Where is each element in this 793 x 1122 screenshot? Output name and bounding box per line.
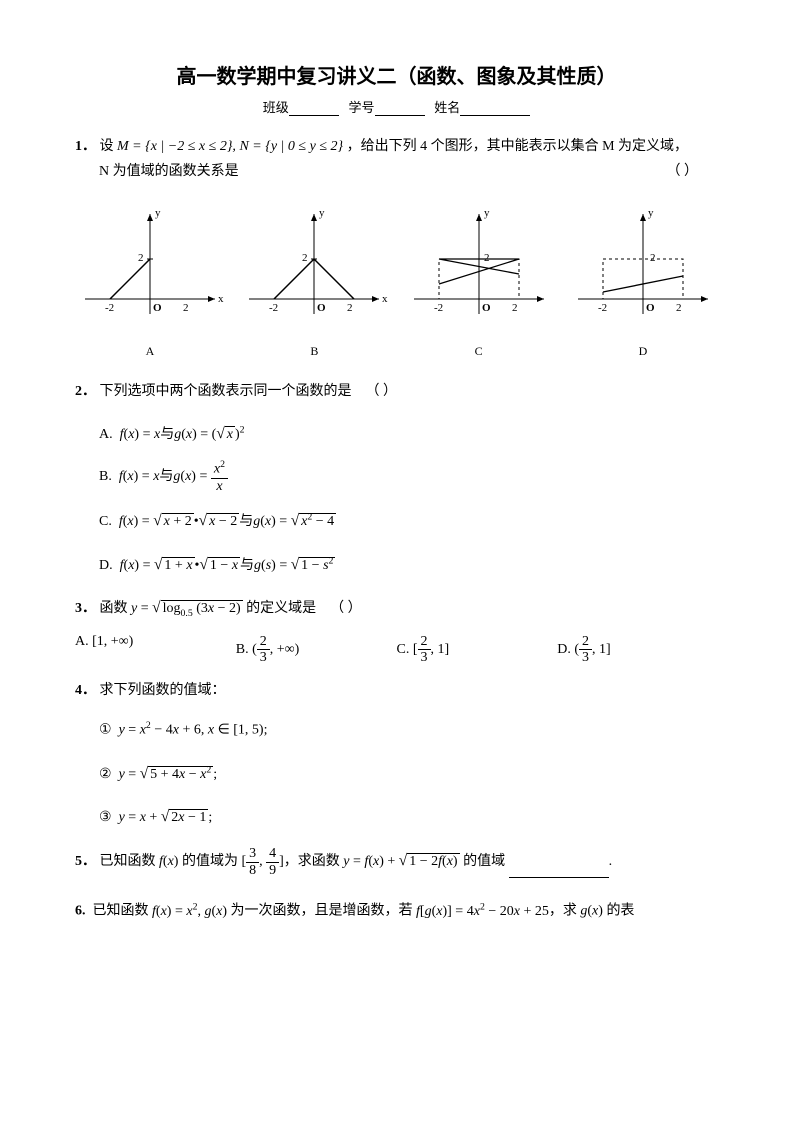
q6-text-b: 为一次函数，且是增函数，若 bbox=[231, 904, 417, 919]
svg-text:-2: -2 bbox=[598, 302, 607, 314]
q6-text-c: ，求 bbox=[549, 904, 581, 919]
svg-text:y: y bbox=[319, 207, 325, 219]
svg-text:2: 2 bbox=[484, 252, 490, 264]
svg-text:2: 2 bbox=[183, 302, 189, 314]
q1-num: 1． bbox=[75, 139, 96, 154]
name-blank[interactable] bbox=[460, 101, 530, 116]
q2-paren: （ ） bbox=[366, 384, 398, 399]
svg-text:2: 2 bbox=[676, 302, 682, 314]
q1-text-a: 设 bbox=[100, 139, 118, 154]
svg-text:O: O bbox=[153, 302, 162, 314]
q5-text-a: 已知函数 bbox=[100, 854, 160, 869]
chart-letter-labels: A B C D bbox=[75, 344, 718, 359]
q5-num: 5． bbox=[75, 854, 96, 869]
question-2: 2． 下列选项中两个函数表示同一个函数的是 （ ） bbox=[75, 379, 718, 404]
q1-text-b: ，给出下列 4 个图形，其中能表示以集合 M 为定义域， bbox=[347, 139, 688, 154]
chart-c: y O -2 2 2 bbox=[404, 204, 554, 334]
svg-text:-2: -2 bbox=[434, 302, 443, 314]
id-label: 学号 bbox=[348, 100, 374, 115]
q1-paren: （ ） bbox=[667, 159, 699, 184]
svg-text:2: 2 bbox=[512, 302, 518, 314]
q4-sub1: ① y = x2 − 4x + 6, x ∈ [1, 5); bbox=[99, 715, 718, 746]
q2-opt-a: A. f(x) = x与g(x) = (x)2 bbox=[99, 417, 718, 451]
question-5: 5． 已知函数 f(x) 的值域为 [38, 49]，求函数 y = f(x) … bbox=[75, 846, 718, 878]
class-label: 班级 bbox=[263, 100, 289, 115]
q3-text-a: 函数 bbox=[100, 601, 132, 616]
q6-text-a: 已知函数 bbox=[93, 904, 153, 919]
svg-text:x: x bbox=[382, 293, 388, 305]
svg-text:y: y bbox=[648, 207, 654, 219]
id-blank[interactable] bbox=[375, 101, 425, 116]
q2-num: 2． bbox=[75, 384, 96, 399]
svg-text:x: x bbox=[218, 293, 224, 305]
label-a: A bbox=[75, 344, 225, 359]
chart-a: x y O -2 2 2 bbox=[75, 204, 225, 334]
label-c: C bbox=[404, 344, 554, 359]
q4-sub2: ② y = 5 + 4x − x2; bbox=[99, 757, 718, 791]
svg-text:y: y bbox=[155, 207, 161, 219]
q1-charts: x y O -2 2 2 x y O -2 2 2 y O -2 2 2 bbox=[75, 204, 718, 334]
svg-text:-2: -2 bbox=[269, 302, 278, 314]
q6-num: 6. bbox=[75, 904, 86, 919]
svg-text:2: 2 bbox=[650, 252, 656, 264]
student-info: 班级 学号 姓名 bbox=[75, 97, 718, 116]
q5-period: . bbox=[609, 854, 613, 869]
question-1: 1． 设 M = {x | −2 ≤ x ≤ 2}, N = {y | 0 ≤ … bbox=[75, 134, 718, 184]
q4-text: 求下列函数的值域： bbox=[100, 683, 226, 698]
svg-text:y: y bbox=[484, 207, 490, 219]
q4-sub3: ③ y = x + 2x − 1; bbox=[99, 800, 718, 834]
svg-text:2: 2 bbox=[302, 252, 308, 264]
q5-answer-blank[interactable] bbox=[509, 863, 609, 878]
svg-text:2: 2 bbox=[138, 252, 144, 264]
svg-text:O: O bbox=[482, 302, 491, 314]
question-4: 4． 求下列函数的值域： bbox=[75, 678, 718, 703]
q4-num: 4． bbox=[75, 683, 96, 698]
q3-opt-c: C. [23, 1] bbox=[397, 634, 558, 666]
q3-num: 3． bbox=[75, 601, 96, 616]
q3-opt-a: A. [1, +∞) bbox=[75, 634, 236, 666]
question-6: 6. 已知函数 f(x) = x2, g(x) 为一次函数，且是增函数，若 f[… bbox=[75, 898, 718, 924]
label-b: B bbox=[239, 344, 389, 359]
q2-opt-d: D. f(x) = 1 + x•1 − x与g(s) = 1 − s2 bbox=[99, 548, 718, 582]
q1-text-c: N 为值域的函数关系是 bbox=[99, 164, 239, 179]
q3-options: A. [1, +∞) B. (23, +∞) C. [23, 1] D. (23… bbox=[75, 634, 718, 666]
svg-text:-2: -2 bbox=[105, 302, 114, 314]
chart-d: y O -2 2 2 bbox=[568, 204, 718, 334]
name-label: 姓名 bbox=[434, 100, 460, 115]
q1-sets: M = {x | −2 ≤ x ≤ 2}, N = {y | 0 ≤ y ≤ 2… bbox=[117, 139, 343, 154]
label-d: D bbox=[568, 344, 718, 359]
q3-text-b: 的定义域是 bbox=[246, 601, 316, 616]
q3-opt-d: D. (23, 1] bbox=[557, 634, 718, 666]
page-title: 高一数学期中复习讲义二（函数、图象及其性质） bbox=[75, 60, 718, 89]
q3-opt-b: B. (23, +∞) bbox=[236, 634, 397, 666]
q2-opt-b: B. f(x) = x与g(x) = x2x bbox=[99, 460, 718, 493]
q2-opt-c: C. f(x) = x + 2•x − 2与g(x) = x2 − 4 bbox=[99, 504, 718, 538]
q5-text-b: 的值域为 bbox=[182, 854, 238, 869]
chart-b: x y O -2 2 2 bbox=[239, 204, 389, 334]
q6-text-d: 的表 bbox=[606, 904, 634, 919]
svg-text:O: O bbox=[646, 302, 655, 314]
q5-text-d: 的值域 bbox=[463, 854, 505, 869]
q5-text-c: ，求函数 bbox=[284, 854, 344, 869]
svg-text:2: 2 bbox=[347, 302, 353, 314]
class-blank[interactable] bbox=[289, 101, 339, 116]
svg-text:O: O bbox=[317, 302, 326, 314]
q2-text: 下列选项中两个函数表示同一个函数的是 bbox=[100, 384, 352, 399]
q3-paren: （ ） bbox=[330, 601, 362, 616]
question-3: 3． 函数 y = log0.5 (3x − 2) 的定义域是 （ ） bbox=[75, 594, 718, 622]
